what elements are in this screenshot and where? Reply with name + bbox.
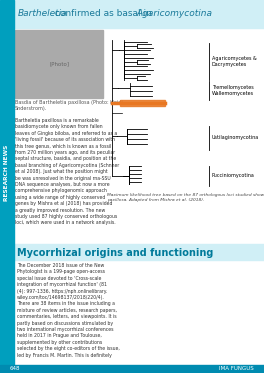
Text: IMA FUNGUS: IMA FUNGUS xyxy=(219,367,254,372)
Text: Mycorrhizal origins and functioning: Mycorrhizal origins and functioning xyxy=(17,248,213,258)
Text: Bartheletia paxillosa is a remarkable
basidiomycete only known from fallen
leave: Bartheletia paxillosa is a remarkable ba… xyxy=(15,118,119,225)
Text: Tremellomycetes
Wallemomycetes: Tremellomycetes Wallemomycetes xyxy=(212,85,254,96)
Bar xyxy=(0,365,264,373)
Text: Agaricomycotina: Agaricomycotina xyxy=(136,9,212,19)
Text: Basdia of Bartheletia paxillosa (Photo: Heidi
Snderstrom).: Basdia of Bartheletia paxillosa (Photo: … xyxy=(15,100,123,111)
Text: [Photo]: [Photo] xyxy=(49,62,69,66)
Text: Pucciniomycotina: Pucciniomycotina xyxy=(212,173,255,179)
Text: 648: 648 xyxy=(10,367,21,372)
Text: RESEARCH NEWS: RESEARCH NEWS xyxy=(4,145,10,201)
Bar xyxy=(14,0,264,28)
Text: Maximum likelihood tree based on the 87 orthologous loci studied showing the pos: Maximum likelihood tree based on the 87 … xyxy=(107,193,264,202)
Text: Agaricomycetes &
Dacrymycetes: Agaricomycetes & Dacrymycetes xyxy=(212,56,257,67)
Text: Ustilaginomycotina: Ustilaginomycotina xyxy=(212,135,259,141)
Bar xyxy=(15,30,103,98)
Text: confirmed as basal in: confirmed as basal in xyxy=(52,9,155,19)
Text: The December 2018 issue of the New
Phytologist is a 199-page open-access
special: The December 2018 issue of the New Phyto… xyxy=(17,263,120,358)
Bar xyxy=(120,100,165,106)
Text: Bartheletia: Bartheletia xyxy=(18,9,68,19)
Bar xyxy=(0,0,14,373)
Bar xyxy=(14,244,264,260)
